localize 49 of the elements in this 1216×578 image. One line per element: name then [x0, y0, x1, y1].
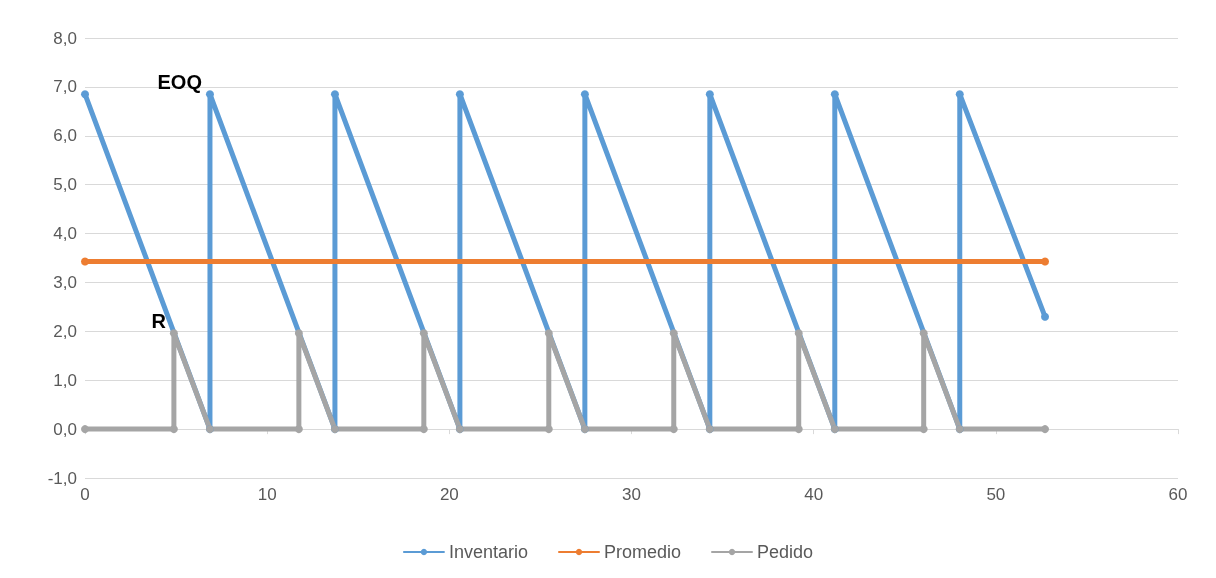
point [294, 425, 303, 434]
point [1041, 312, 1050, 321]
y-tick-label: -1,0 [47, 468, 77, 488]
point [794, 425, 803, 434]
y-tick-label: 3,0 [53, 272, 77, 292]
point [794, 329, 803, 338]
point [294, 329, 303, 338]
y-tick-label: 2,0 [53, 321, 77, 341]
point [955, 90, 964, 99]
point [81, 257, 89, 266]
y-tick-label: 6,0 [53, 126, 77, 146]
point [419, 329, 428, 338]
point [81, 425, 89, 434]
y-tick-label: 1,0 [53, 370, 77, 390]
x-tick-label: 60 [1168, 485, 1188, 504]
point [830, 90, 839, 99]
point [169, 329, 178, 338]
point [1041, 257, 1050, 266]
x-tick-label: 10 [257, 485, 277, 504]
point [419, 425, 428, 434]
point [919, 329, 928, 338]
point [1041, 425, 1050, 434]
point [330, 90, 339, 99]
x-tick-label: 0 [80, 485, 90, 504]
point [544, 425, 553, 434]
point [669, 329, 678, 338]
x-tick-label: 40 [804, 485, 824, 504]
point [705, 90, 714, 99]
y-tick-label: 4,0 [53, 224, 77, 244]
point [81, 90, 89, 99]
y-tick-label: 8,0 [53, 28, 77, 48]
legend-label: Promedio [603, 542, 682, 562]
x-tick-label: 20 [439, 485, 459, 504]
legend-label: Inventario [448, 542, 528, 562]
x-tick-label: 50 [986, 485, 1006, 504]
y-tick-label: 7,0 [53, 77, 77, 97]
point [580, 90, 589, 99]
x-tick-label: 30 [622, 485, 641, 504]
point [169, 425, 178, 434]
annotation: R [151, 310, 167, 333]
y-tick-label: 0,0 [53, 419, 77, 439]
legend-label: Pedido [757, 542, 814, 562]
point [455, 90, 464, 99]
point [919, 425, 928, 434]
annotation: EOQ [157, 71, 202, 94]
point [205, 90, 214, 99]
point [544, 329, 553, 338]
y-tick-label: 5,0 [53, 175, 77, 195]
point [669, 425, 678, 434]
